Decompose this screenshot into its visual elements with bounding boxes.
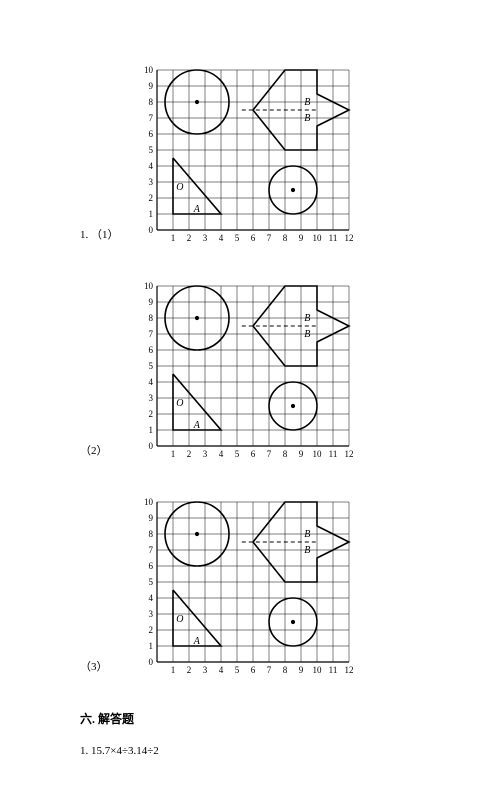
svg-text:B: B [304, 97, 310, 108]
svg-text:2: 2 [149, 193, 154, 203]
answer-item-1: 1. 15.7×4÷3.14÷2 [80, 745, 420, 757]
svg-text:1: 1 [171, 665, 176, 675]
svg-text:2: 2 [187, 233, 192, 243]
svg-text:0: 0 [149, 225, 154, 235]
svg-text:4: 4 [219, 449, 224, 459]
svg-text:9: 9 [299, 449, 304, 459]
grid-figure-2: 123456789101112012345678910OABB [135, 276, 357, 464]
svg-text:6: 6 [251, 233, 256, 243]
svg-text:5: 5 [235, 665, 240, 675]
svg-text:4: 4 [219, 665, 224, 675]
svg-text:6: 6 [149, 561, 154, 571]
svg-text:12: 12 [345, 665, 354, 675]
svg-text:2: 2 [149, 409, 154, 419]
svg-text:7: 7 [149, 329, 154, 339]
svg-text:1: 1 [171, 449, 176, 459]
svg-text:7: 7 [267, 665, 272, 675]
svg-text:10: 10 [313, 665, 323, 675]
svg-text:0: 0 [149, 441, 154, 451]
svg-text:B: B [304, 545, 310, 556]
sub-label-2: （2） [80, 442, 135, 464]
svg-text:7: 7 [149, 545, 154, 555]
svg-text:11: 11 [329, 233, 338, 243]
figure-row-1: 1. （1）123456789101112012345678910OABB [80, 60, 420, 248]
svg-text:1: 1 [149, 209, 154, 219]
svg-text:1: 1 [171, 233, 176, 243]
svg-text:7: 7 [267, 233, 272, 243]
figure-row-2: （2）123456789101112012345678910OABB [80, 276, 420, 464]
svg-text:1: 1 [149, 425, 154, 435]
svg-text:A: A [193, 204, 201, 215]
svg-text:O: O [176, 614, 183, 625]
svg-text:1: 1 [149, 641, 154, 651]
section-heading: 六. 解答题 [80, 710, 420, 727]
svg-text:2: 2 [187, 665, 192, 675]
svg-text:8: 8 [283, 449, 288, 459]
sub-label-3: （3） [80, 658, 135, 680]
svg-text:O: O [176, 398, 183, 409]
figure-row-3: （3）123456789101112012345678910OABB [80, 492, 420, 680]
grid-figure-3: 123456789101112012345678910OABB [135, 492, 357, 680]
svg-text:4: 4 [149, 593, 154, 603]
svg-text:3: 3 [149, 177, 154, 187]
svg-text:4: 4 [149, 161, 154, 171]
svg-text:2: 2 [149, 625, 154, 635]
svg-text:5: 5 [235, 233, 240, 243]
svg-text:A: A [193, 420, 201, 431]
svg-text:8: 8 [283, 233, 288, 243]
svg-text:3: 3 [203, 665, 208, 675]
svg-text:4: 4 [149, 377, 154, 387]
svg-text:11: 11 [329, 665, 338, 675]
svg-text:10: 10 [313, 233, 323, 243]
svg-text:3: 3 [149, 393, 154, 403]
svg-text:6: 6 [251, 665, 256, 675]
sub-label-1: 1. （1） [80, 226, 135, 248]
svg-text:B: B [304, 113, 310, 124]
svg-text:5: 5 [149, 361, 154, 371]
svg-text:8: 8 [149, 97, 154, 107]
svg-text:9: 9 [149, 81, 154, 91]
svg-text:8: 8 [283, 665, 288, 675]
svg-text:B: B [304, 529, 310, 540]
svg-text:10: 10 [144, 281, 154, 291]
svg-text:B: B [304, 329, 310, 340]
svg-text:3: 3 [149, 609, 154, 619]
svg-text:9: 9 [149, 297, 154, 307]
svg-text:11: 11 [329, 449, 338, 459]
svg-text:O: O [176, 182, 183, 193]
svg-text:9: 9 [299, 665, 304, 675]
svg-text:9: 9 [149, 513, 154, 523]
grid-figure-1: 123456789101112012345678910OABB [135, 60, 357, 248]
svg-text:B: B [304, 313, 310, 324]
svg-text:6: 6 [251, 449, 256, 459]
svg-text:10: 10 [144, 497, 154, 507]
svg-text:7: 7 [267, 449, 272, 459]
svg-text:6: 6 [149, 345, 154, 355]
svg-text:3: 3 [203, 449, 208, 459]
svg-text:12: 12 [345, 449, 354, 459]
svg-text:9: 9 [299, 233, 304, 243]
svg-text:5: 5 [235, 449, 240, 459]
svg-text:10: 10 [313, 449, 323, 459]
svg-text:6: 6 [149, 129, 154, 139]
svg-text:2: 2 [187, 449, 192, 459]
svg-text:7: 7 [149, 113, 154, 123]
svg-text:5: 5 [149, 145, 154, 155]
svg-text:8: 8 [149, 313, 154, 323]
svg-text:0: 0 [149, 657, 154, 667]
svg-text:4: 4 [219, 233, 224, 243]
svg-text:5: 5 [149, 577, 154, 587]
svg-text:12: 12 [345, 233, 354, 243]
svg-text:8: 8 [149, 529, 154, 539]
svg-text:A: A [193, 636, 201, 647]
svg-text:3: 3 [203, 233, 208, 243]
svg-text:10: 10 [144, 65, 154, 75]
